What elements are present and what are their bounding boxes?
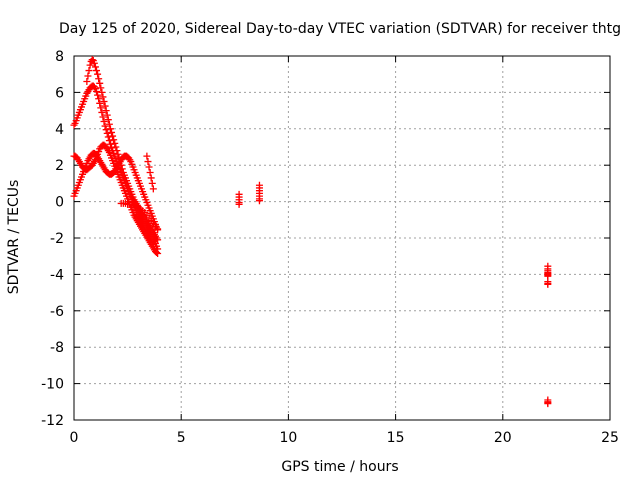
data-point <box>95 95 103 103</box>
data-point <box>105 120 113 128</box>
data-point <box>90 59 98 67</box>
chart-title: Day 125 of 2020, Sidereal Day-to-day VTE… <box>59 21 621 37</box>
y-tick-label: 2 <box>55 158 64 174</box>
data-point <box>235 200 243 208</box>
series-cluster-7.7h <box>235 190 243 208</box>
data-point <box>101 122 109 130</box>
data-point <box>102 126 110 134</box>
data-point <box>144 158 152 166</box>
data-point <box>104 116 112 124</box>
y-tick-label: -10 <box>41 377 64 393</box>
x-tick-labels: 0 5 10 15 20 25 <box>70 430 619 446</box>
data-point <box>153 249 161 257</box>
data-point <box>100 98 108 105</box>
series-cluster-8.7h <box>255 181 263 205</box>
series-track-e <box>117 152 162 233</box>
series-track-d <box>70 149 162 234</box>
series-cluster-22.1h-lower <box>544 396 552 408</box>
y-tick-labels: -12 -10 -8 -6 -4 -2 0 2 4 6 8 <box>41 49 64 429</box>
data-points <box>70 56 552 408</box>
data-point <box>108 128 116 136</box>
data-point <box>106 140 114 148</box>
data-point <box>143 152 151 160</box>
grid <box>74 56 610 420</box>
data-point <box>88 56 96 64</box>
data-point <box>118 165 126 173</box>
data-point <box>544 280 552 288</box>
data-point <box>99 93 107 101</box>
data-point <box>147 174 155 182</box>
data-point <box>84 72 92 80</box>
x-axis-label: GPS time / hours <box>281 459 398 475</box>
x-tick-label: 25 <box>601 430 619 446</box>
data-point <box>98 108 106 116</box>
data-point <box>544 400 552 408</box>
y-tick-label: 8 <box>55 49 64 65</box>
y-axis-label: SDTVAR / TECUs <box>6 180 22 295</box>
data-point <box>105 137 113 145</box>
data-point <box>154 249 162 257</box>
data-point <box>154 236 162 244</box>
y-tick-label: -8 <box>50 340 64 356</box>
data-point <box>99 113 107 121</box>
x-tick-label: 0 <box>70 430 79 446</box>
data-point <box>96 99 104 107</box>
axis-ticks <box>73 55 611 421</box>
x-tick-label: 10 <box>279 430 297 446</box>
data-point <box>113 147 121 155</box>
data-point <box>94 91 102 99</box>
data-point <box>98 88 106 96</box>
data-point <box>83 77 91 85</box>
y-tick-label: -4 <box>50 267 64 283</box>
data-point <box>95 75 103 83</box>
data-point <box>85 67 93 75</box>
data-point <box>93 87 101 95</box>
series-cluster-22.1h-upper <box>544 262 552 288</box>
data-point <box>97 84 105 92</box>
data-point <box>103 129 111 137</box>
y-tick-label: -12 <box>41 413 64 429</box>
x-tick-label: 20 <box>494 430 512 446</box>
series-track-b <box>83 56 162 244</box>
data-point <box>255 197 263 205</box>
data-point <box>154 225 162 233</box>
y-tick-label: -6 <box>50 304 64 320</box>
x-tick-label: 5 <box>177 430 186 446</box>
data-point <box>110 136 118 144</box>
x-tick-label: 15 <box>387 430 405 446</box>
y-tick-label: 0 <box>55 195 64 211</box>
data-point <box>145 163 153 171</box>
y-tick-label: -2 <box>50 231 64 247</box>
data-point <box>114 150 122 158</box>
data-point <box>148 179 156 187</box>
data-point <box>93 67 101 75</box>
data-point <box>101 102 109 110</box>
data-point <box>146 168 154 176</box>
data-point <box>106 125 114 133</box>
data-point <box>96 79 104 87</box>
plot-frame <box>73 55 611 421</box>
data-point <box>111 139 119 147</box>
data-point <box>100 118 108 126</box>
data-point <box>97 104 105 112</box>
data-point <box>91 63 99 71</box>
data-point <box>112 143 120 151</box>
data-point <box>149 185 157 193</box>
data-point <box>109 132 117 140</box>
y-tick-label: 6 <box>55 85 64 101</box>
data-point <box>94 70 102 78</box>
data-point <box>104 133 112 141</box>
y-tick-label: 4 <box>55 122 64 138</box>
data-point <box>102 107 110 115</box>
data-point <box>103 111 111 119</box>
data-point <box>86 61 94 69</box>
